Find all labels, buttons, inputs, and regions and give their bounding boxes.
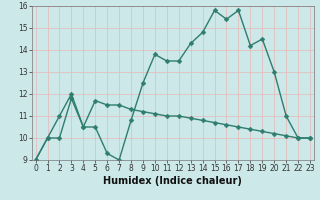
X-axis label: Humidex (Indice chaleur): Humidex (Indice chaleur) xyxy=(103,176,242,186)
